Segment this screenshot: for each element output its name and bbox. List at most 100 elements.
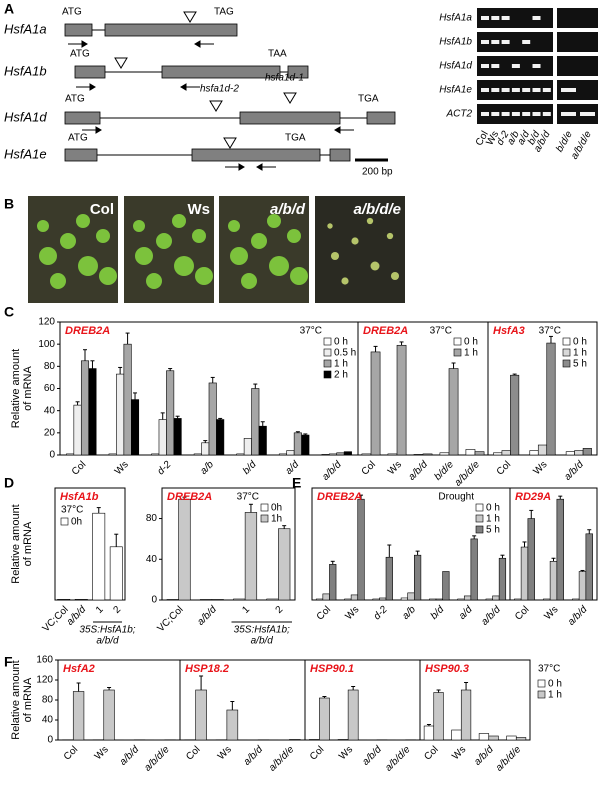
- legend-label: 2 h: [334, 370, 348, 381]
- x-tick-label: Ws: [343, 604, 361, 622]
- x-tick-label: Ws: [93, 744, 111, 762]
- x-tick-label: VC;Col: [155, 604, 185, 634]
- seedling: [78, 256, 98, 276]
- y-tick-label: 0: [151, 595, 157, 606]
- bar: [361, 453, 372, 456]
- bar: [572, 598, 580, 601]
- group-label: a/b/d: [96, 636, 119, 647]
- x-tick-label: Col: [495, 459, 513, 477]
- chart-title: RD29A: [515, 491, 551, 503]
- gel-band: [501, 16, 510, 20]
- legend-label: 0h: [71, 517, 82, 528]
- bar: [493, 452, 503, 456]
- plant-photos: Col Ws a/b/d a/b/d/e: [28, 196, 405, 303]
- stop-codon: TAA: [268, 49, 287, 60]
- gel-band: [491, 16, 500, 20]
- bar: [74, 598, 88, 601]
- seedling: [50, 273, 66, 289]
- bar: [278, 453, 287, 456]
- legend-swatch: [475, 525, 484, 534]
- bar: [131, 399, 140, 456]
- bar: [370, 351, 381, 456]
- bar: [400, 597, 409, 601]
- x-tick-label: Col: [360, 459, 378, 477]
- bar: [565, 451, 575, 456]
- seedling: [370, 261, 380, 271]
- x-tick-label: Ws: [113, 459, 131, 477]
- legend-label: 1 h: [548, 690, 562, 701]
- x-tick-label: a/b/d/e: [383, 744, 413, 774]
- bar: [195, 689, 207, 741]
- bar: [527, 518, 535, 601]
- bar: [173, 418, 182, 456]
- x-tick-label: a/d: [457, 604, 475, 622]
- condition-label: 37°C: [300, 326, 322, 337]
- gel-band: [542, 88, 551, 92]
- bar: [329, 564, 337, 601]
- bar: [442, 571, 450, 601]
- exon: [64, 111, 101, 125]
- x-tick-label: 1: [94, 604, 106, 616]
- bar: [243, 438, 252, 456]
- gel-band: [532, 16, 541, 20]
- bar: [73, 404, 82, 456]
- x-tick-label: d-2: [155, 459, 173, 477]
- seedling: [287, 229, 301, 243]
- bar: [116, 373, 125, 456]
- seedling: [241, 273, 257, 289]
- insertion: [183, 11, 197, 23]
- bar: [88, 368, 97, 456]
- bar: [439, 452, 450, 456]
- bar: [350, 594, 359, 601]
- x-tick-label: Col: [62, 744, 80, 762]
- seedling: [386, 232, 394, 240]
- y-tick-label: 0: [49, 450, 55, 461]
- x-tick-label: b/d: [429, 604, 447, 622]
- photo-label: a/b/d/e: [353, 201, 401, 218]
- seedling: [135, 247, 153, 265]
- x-tick-label: a/b/d/e: [142, 744, 172, 774]
- bar: [510, 374, 520, 456]
- gel-band: [481, 112, 489, 116]
- exon: [161, 65, 281, 79]
- x-tick-label: a/b/d: [562, 459, 586, 483]
- bar: [448, 368, 459, 456]
- gel-row-label: HsfA1d: [439, 61, 472, 72]
- bar: [396, 344, 407, 456]
- y-tick-label: 80: [146, 513, 158, 524]
- stop-codon: TGA: [358, 94, 379, 105]
- legend-swatch: [562, 337, 571, 346]
- y-axis-label: Relative amount: [10, 349, 22, 429]
- bar: [433, 692, 444, 741]
- bar: [178, 498, 191, 601]
- bar: [514, 598, 522, 601]
- legend-swatch: [453, 337, 462, 346]
- insertion: [114, 57, 128, 69]
- gel-lane-box: [557, 104, 598, 124]
- insertion: [209, 100, 223, 112]
- legend-swatch: [60, 517, 69, 526]
- x-tick-label: Col: [308, 744, 326, 762]
- chart-title: HSP18.2: [185, 663, 229, 675]
- bar: [582, 448, 592, 456]
- bar: [474, 451, 485, 456]
- y-tick-label: 120: [38, 317, 55, 328]
- bar: [585, 533, 593, 601]
- legend-swatch: [475, 503, 484, 512]
- photo-label: Col: [90, 201, 114, 218]
- chart-title: DREB2A: [317, 491, 362, 503]
- x-tick-label: a/b: [198, 459, 216, 477]
- seedling: [174, 256, 194, 276]
- bar-chart: 0 40 80 120 160 Relative amount of mRNA Col Ws a/…: [10, 655, 181, 774]
- gel-band: [511, 64, 520, 68]
- y-axis-label: of mRNA: [22, 521, 34, 566]
- plot-frame: [54, 487, 126, 601]
- exon: [366, 111, 396, 125]
- exon: [239, 111, 341, 125]
- panel-label: F: [4, 654, 13, 670]
- legend-swatch: [323, 359, 332, 368]
- bar: [258, 425, 267, 456]
- seedling: [195, 267, 213, 285]
- bar: [244, 512, 258, 601]
